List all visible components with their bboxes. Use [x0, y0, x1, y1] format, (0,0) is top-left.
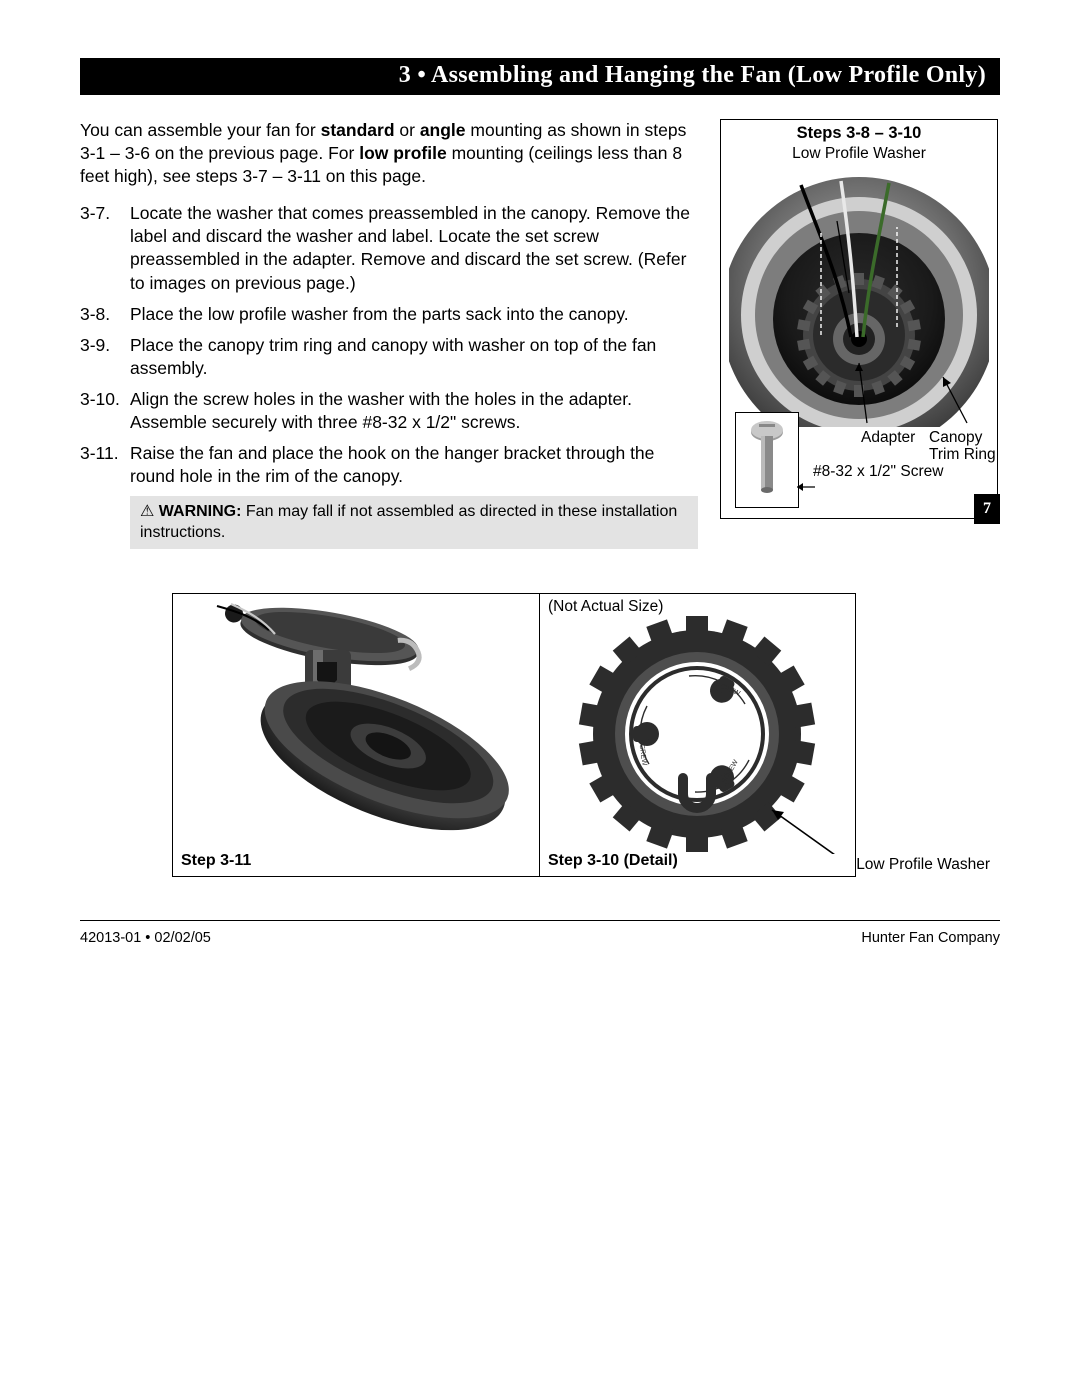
- step-number: 3-8.: [80, 303, 124, 326]
- figure-step-3-10-detail: (Not Actual Size): [540, 593, 856, 877]
- figure-caption: Step 3-11: [181, 852, 251, 870]
- figure-title: Steps 3-8 – 3-10: [721, 120, 997, 145]
- figure-step-3-11: Step 3-11: [172, 593, 540, 877]
- step-number: 3-7.: [80, 202, 124, 225]
- step-number: 3-9.: [80, 334, 124, 357]
- intro-bold-standard: standard: [321, 120, 395, 140]
- step-3-9: 3-9. Place the canopy trim ring and cano…: [130, 334, 698, 380]
- washer-gear-diagram: SCREW SCREW SCREW: [540, 594, 854, 854]
- step-text: Raise the fan and place the hook on the …: [130, 443, 654, 486]
- screw-icon: [747, 420, 787, 500]
- step-text: Place the low profile washer from the pa…: [130, 304, 629, 324]
- label-low-profile-washer: Low Profile Washer: [721, 145, 997, 167]
- warning-box: ⚠ WARNING: Fan may fall if not assembled…: [130, 496, 698, 549]
- intro-text: or: [395, 120, 420, 140]
- footer-company: Hunter Fan Company: [861, 930, 1000, 946]
- warning-label: WARNING:: [159, 503, 242, 520]
- screw-inset-figure: [735, 412, 799, 508]
- footer-rule: [80, 920, 1000, 921]
- warning-icon: ⚠: [140, 503, 154, 520]
- step-3-11: 3-11. Raise the fan and place the hook o…: [130, 442, 698, 488]
- intro-paragraph: You can assemble your fan for standard o…: [80, 119, 698, 188]
- fan-top-down-diagram: [729, 167, 989, 427]
- fan-side-diagram: [173, 594, 539, 854]
- step-3-7: 3-7. Locate the washer that comes preass…: [130, 202, 698, 294]
- intro-bold-angle: angle: [420, 120, 466, 140]
- footer-doc-id: 42013-01 • 02/02/05: [80, 930, 211, 946]
- step-text: Place the canopy trim ring and canopy wi…: [130, 335, 656, 378]
- label-adapter: Adapter: [861, 429, 915, 446]
- step-text: Locate the washer that comes preassemble…: [130, 203, 690, 292]
- step-number: 3-11.: [80, 442, 124, 465]
- step-text: Align the screw holes in the washer with…: [130, 389, 632, 432]
- step-3-8: 3-8. Place the low profile washer from t…: [130, 303, 698, 326]
- label-screw-size: #8-32 x 1/2" Screw: [813, 463, 943, 480]
- page-number-tab: 7: [974, 494, 1000, 524]
- step-number: 3-10.: [80, 388, 124, 411]
- label-low-profile-washer-callout: Low Profile Washer: [856, 856, 990, 874]
- figure-caption: Step 3-10 (Detail): [548, 852, 678, 870]
- intro-text: You can assemble your fan for: [80, 120, 321, 140]
- leader-arrow: [797, 478, 815, 496]
- figure-steps-3-8-3-10: Steps 3-8 – 3-10 Low Profile Washer: [720, 119, 998, 519]
- label-not-actual-size: (Not Actual Size): [548, 598, 663, 616]
- step-3-10: 3-10. Align the screw holes in the washe…: [130, 388, 698, 434]
- label-canopy-trim-ring: Canopy Trim Ring: [929, 429, 999, 463]
- instruction-text-column: You can assemble your fan for standard o…: [80, 119, 698, 549]
- intro-bold-lowprofile: low profile: [359, 143, 447, 163]
- section-title: 3 • Assembling and Hanging the Fan (Low …: [80, 58, 1000, 95]
